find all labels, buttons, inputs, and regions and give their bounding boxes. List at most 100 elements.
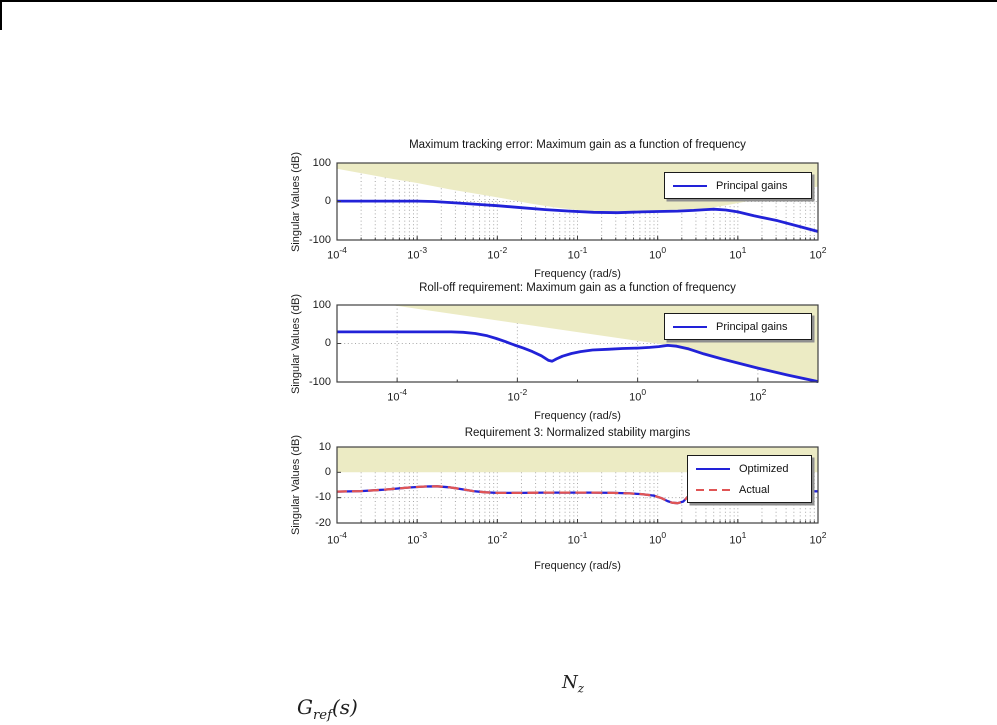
x-tick-label: 10-4 bbox=[375, 387, 419, 405]
y-tick-label: -100 bbox=[308, 233, 331, 246]
legend-label: Optimized bbox=[739, 462, 789, 475]
x-tick-exponent: 0 bbox=[661, 245, 667, 255]
x-tick-label: 10-3 bbox=[395, 245, 439, 263]
y-tick-label: 10 bbox=[318, 440, 331, 453]
x-tick-base: 10 bbox=[407, 249, 420, 262]
equation-gref: Gref(s) bbox=[297, 695, 358, 723]
x-tick-label: 102 bbox=[796, 530, 840, 548]
x-axis-label: Frequency (rad/s) bbox=[534, 560, 621, 572]
chart-title: Requirement 3: Normalized stability marg… bbox=[464, 427, 691, 439]
legend-item: Principal gains bbox=[672, 175, 804, 196]
legend-line-sample bbox=[696, 467, 730, 470]
x-tick-label: 10-4 bbox=[315, 530, 359, 548]
x-tick-label: 10-2 bbox=[495, 387, 539, 405]
x-tick-label: 10-3 bbox=[395, 530, 439, 548]
x-tick-label: 10-1 bbox=[556, 245, 600, 263]
legend-label: Principal gains bbox=[716, 320, 788, 333]
x-tick-exponent: -4 bbox=[339, 245, 347, 255]
x-tick-exponent: 2 bbox=[821, 245, 827, 255]
legend-item: Principal gains bbox=[672, 316, 804, 337]
series-line-principal-gains bbox=[337, 199, 818, 233]
x-tick-base: 10 bbox=[809, 249, 822, 262]
series-line-principal-gains bbox=[337, 330, 818, 383]
equation-gref-suffix: (s) bbox=[331, 695, 358, 719]
x-tick-exponent: -1 bbox=[579, 245, 588, 255]
legend-label: Actual bbox=[739, 483, 770, 496]
equation-gref-base: G bbox=[297, 695, 313, 719]
x-tick-label: 10-2 bbox=[475, 245, 519, 263]
x-tick-label: 102 bbox=[736, 387, 780, 405]
x-tick-exponent: -2 bbox=[519, 387, 528, 397]
x-tick-label: 101 bbox=[716, 245, 760, 263]
y-tick-label: -100 bbox=[308, 375, 331, 388]
x-tick-exponent: 0 bbox=[661, 530, 667, 540]
y-tick-label: 100 bbox=[312, 298, 331, 311]
x-tick-exponent: -3 bbox=[419, 530, 428, 540]
y-tick-label: 0 bbox=[324, 337, 331, 349]
x-tick-base: 10 bbox=[487, 249, 500, 262]
legend: Principal gains bbox=[664, 313, 812, 340]
plot-frame bbox=[336, 162, 819, 241]
x-tick-label: 10-1 bbox=[556, 530, 600, 548]
y-tick-label: -10 bbox=[315, 491, 331, 504]
x-tick-exponent: -2 bbox=[499, 530, 508, 540]
x-tick-base: 10 bbox=[387, 391, 400, 404]
legend-label: Principal gains bbox=[716, 179, 788, 192]
x-tick-base: 10 bbox=[567, 249, 580, 262]
x-tick-base: 10 bbox=[629, 391, 642, 404]
x-tick-base: 10 bbox=[729, 249, 742, 262]
x-axis-label: Frequency (rad/s) bbox=[534, 268, 621, 280]
x-tick-base: 10 bbox=[327, 249, 340, 262]
equation-nz: Nz bbox=[562, 672, 584, 696]
x-tick-label: 10-4 bbox=[315, 245, 359, 263]
x-tick-label: 100 bbox=[636, 530, 680, 548]
equation-gref-sub: ref bbox=[312, 708, 332, 723]
y-tick-label: -20 bbox=[315, 516, 331, 529]
legend: Optimized Actual bbox=[687, 455, 812, 503]
x-tick-base: 10 bbox=[749, 391, 762, 404]
x-tick-exponent: 1 bbox=[741, 530, 747, 540]
x-tick-label: 100 bbox=[636, 245, 680, 263]
x-tick-label: 102 bbox=[796, 245, 840, 263]
plot-frame bbox=[336, 304, 819, 383]
x-tick-exponent: 0 bbox=[641, 387, 647, 397]
x-tick-label: 10-2 bbox=[475, 530, 519, 548]
window-frame-left-border bbox=[0, 0, 2, 30]
x-tick-exponent: 1 bbox=[741, 245, 747, 255]
x-tick-exponent: -4 bbox=[339, 530, 347, 540]
equation-nz-base: N bbox=[562, 672, 578, 693]
x-tick-base: 10 bbox=[487, 534, 500, 547]
x-tick-base: 10 bbox=[567, 534, 580, 547]
plot-frame bbox=[336, 446, 819, 524]
legend-item: Actual bbox=[695, 479, 804, 500]
equation-nz-sub: z bbox=[577, 681, 585, 696]
legend-item: Optimized bbox=[695, 458, 804, 479]
x-tick-exponent: -2 bbox=[499, 245, 508, 255]
x-tick-base: 10 bbox=[649, 534, 662, 547]
x-axis-label: Frequency (rad/s) bbox=[534, 410, 621, 422]
x-tick-base: 10 bbox=[649, 249, 662, 262]
x-tick-label: 101 bbox=[716, 530, 760, 548]
chart-title: Roll-off requirement: Maximum gain as a … bbox=[419, 282, 736, 294]
x-tick-exponent: -3 bbox=[419, 245, 428, 255]
chart-title: Maximum tracking error: Maximum gain as … bbox=[409, 139, 746, 151]
window-frame-top-border bbox=[0, 0, 997, 2]
x-tick-exponent: -1 bbox=[579, 530, 588, 540]
y-tick-label: 0 bbox=[324, 465, 331, 478]
x-tick-exponent: -4 bbox=[399, 387, 408, 397]
x-tick-label: 100 bbox=[616, 387, 660, 405]
x-tick-base: 10 bbox=[729, 534, 742, 547]
x-tick-base: 10 bbox=[407, 534, 420, 547]
legend: Principal gains bbox=[664, 172, 812, 199]
x-tick-base: 10 bbox=[809, 534, 822, 547]
legend-line-sample bbox=[673, 325, 707, 328]
y-tick-label: 0 bbox=[324, 195, 331, 207]
x-tick-exponent: 2 bbox=[761, 387, 767, 397]
legend-line-sample bbox=[673, 184, 707, 187]
y-tick-label: 100 bbox=[312, 156, 331, 169]
x-tick-exponent: 2 bbox=[821, 530, 827, 540]
x-tick-base: 10 bbox=[327, 534, 340, 547]
legend-line-sample bbox=[696, 488, 730, 491]
x-tick-base: 10 bbox=[507, 391, 520, 404]
